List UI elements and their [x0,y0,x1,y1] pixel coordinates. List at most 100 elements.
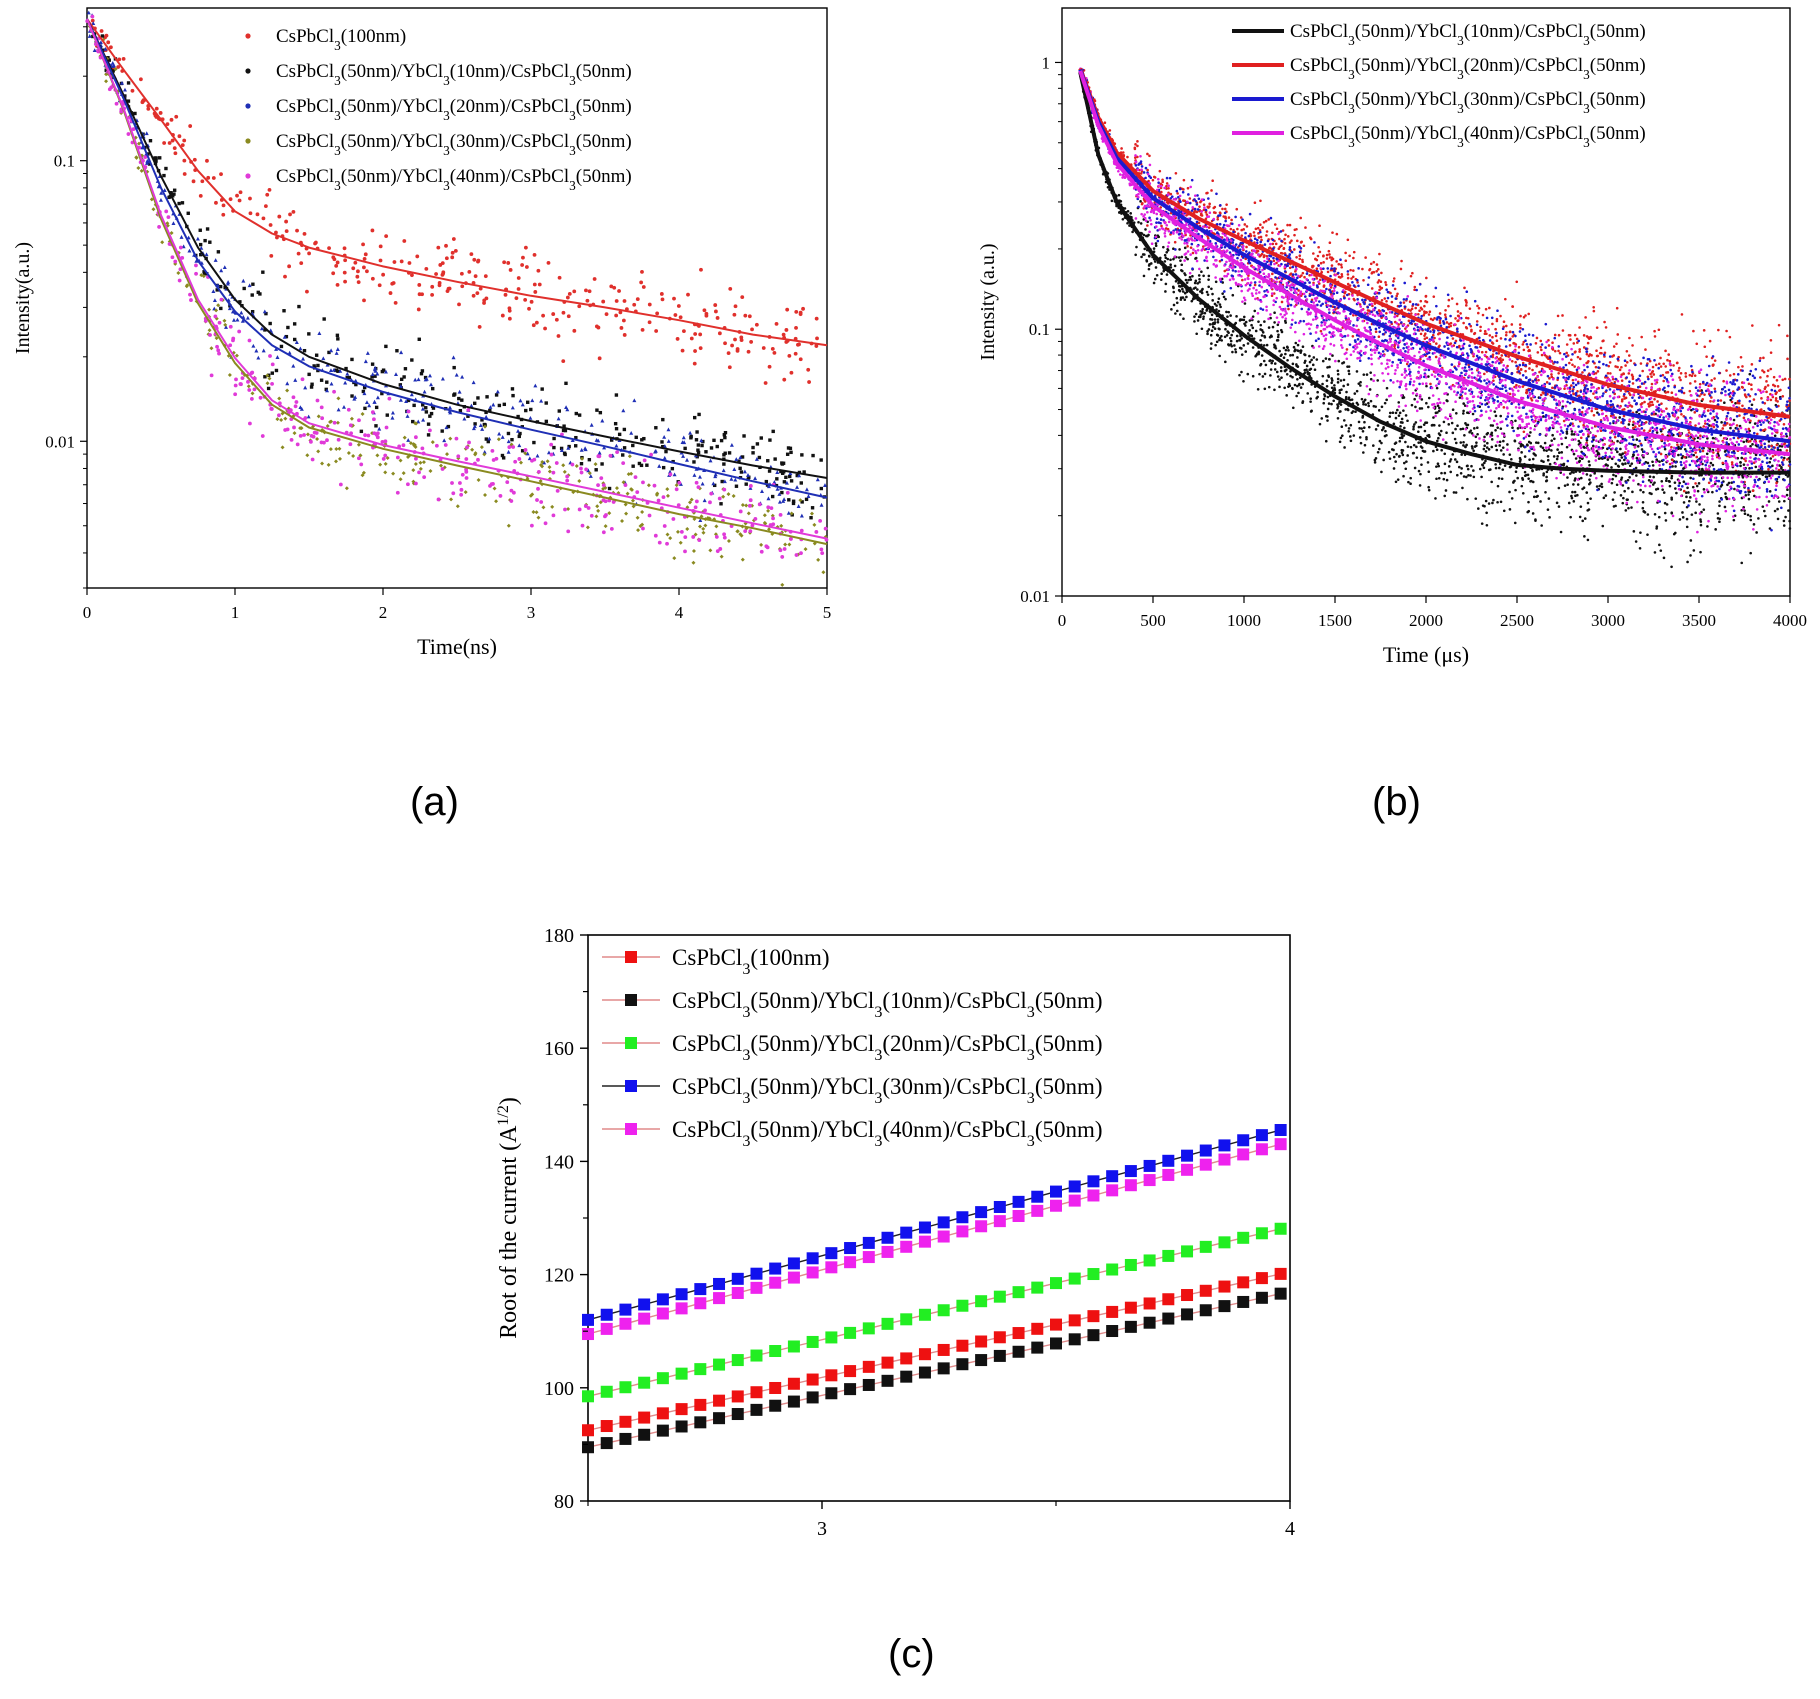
data-point [346,450,351,455]
data-point [1172,303,1176,307]
data-point [1319,329,1323,333]
data-point [363,252,368,257]
data-point [1372,404,1376,408]
legend-label-3: CsPbCl3(50nm)/YbCl3(30nm)/CsPbCl3(50nm) [276,131,632,158]
y-tick-label: 0.1 [54,152,75,171]
data-point [413,461,418,466]
data-point [484,437,489,441]
data-point [1453,437,1457,441]
data-point [1165,250,1169,254]
data-point [1184,233,1187,237]
data-point [1273,388,1276,392]
data-point [1478,467,1482,471]
data-point [165,122,170,126]
data-point [356,456,361,461]
data-point [1225,310,1228,314]
data-point [1189,278,1193,281]
data-point [1301,260,1304,264]
data-point [1610,457,1614,461]
data-point [732,467,737,471]
data-point [334,263,339,268]
data-point [1719,485,1723,488]
data-point [1505,331,1508,334]
data-point [345,371,350,376]
data-point [413,421,418,426]
data-point [497,403,502,408]
data-point [406,409,411,414]
data-point [1270,361,1273,365]
data-point [357,418,361,423]
data-point [555,488,560,493]
data-point [1571,363,1574,367]
data-point [1553,349,1557,353]
data-point [180,201,185,205]
data-point [1202,274,1205,278]
data-point [480,418,484,422]
data-point [1121,217,1125,221]
data-point [1203,311,1207,315]
data-point [283,416,288,421]
data-point [1208,202,1211,206]
data-point [1336,372,1340,376]
data-point [1540,459,1543,463]
data-point [1527,312,1531,316]
data-point [674,487,679,492]
data-point [1652,475,1655,479]
data-point [1263,320,1266,323]
data-point [520,402,525,407]
data-point [203,238,207,243]
data-point [459,487,464,492]
data-point [1463,286,1466,290]
data-point [794,553,799,557]
data-point [620,518,625,523]
data-point [1681,516,1685,519]
data-point [1287,349,1290,352]
data-point [410,358,414,362]
data-point [476,396,480,400]
data-point [1158,169,1162,173]
data-point [1201,307,1204,311]
data-point [1199,200,1202,204]
data-point [1699,518,1702,521]
data-point [801,306,805,311]
data-point [1205,309,1208,312]
data-point [1766,374,1769,378]
data-point [269,253,274,258]
data-point [1291,362,1295,366]
data-point [182,138,187,143]
data-point [767,364,772,369]
data-point [1328,253,1331,256]
data-point [1234,350,1238,354]
data-point [738,532,743,537]
data-point [1327,402,1331,405]
data-point [722,433,727,437]
data-point [248,196,252,201]
data-point [753,476,758,481]
data-point [478,286,483,291]
data-point [714,524,719,529]
data-point [1773,434,1777,438]
data-point [1670,391,1674,394]
data-point [596,508,601,513]
data-point [1785,434,1788,438]
data-point [670,466,675,471]
data-point [1401,421,1404,424]
data-point [1413,423,1416,426]
data-point [1486,431,1490,435]
data-point [1611,377,1615,381]
data-point [771,429,775,434]
data-point [596,325,601,330]
data-point [1177,288,1181,292]
data-point [1691,485,1695,489]
data-point [1257,320,1260,323]
data-point [1271,231,1274,235]
data-point [1686,560,1689,564]
data-point [195,236,200,241]
data-point [238,300,242,304]
data-point [1690,374,1694,378]
data-point [438,463,443,468]
data-point [750,523,755,528]
data-point [1464,316,1468,320]
data-point [510,405,515,410]
data-point [1734,402,1737,405]
